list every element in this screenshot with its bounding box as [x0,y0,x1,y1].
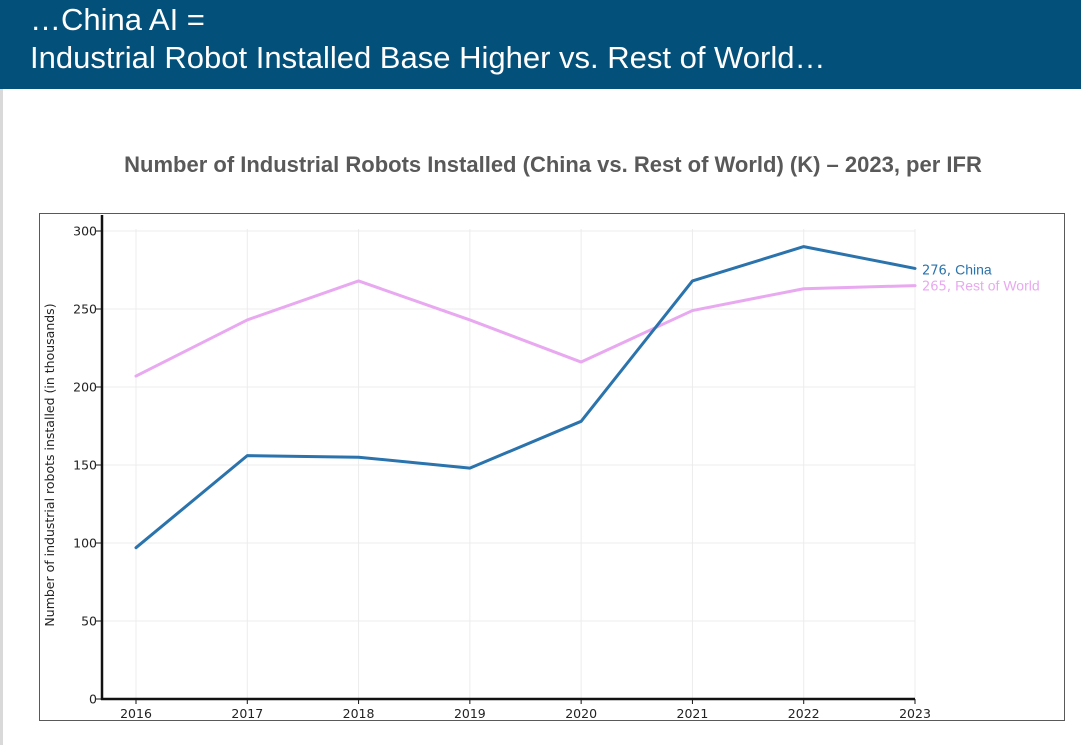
end-label-name-china: China [955,261,992,277]
x-tick-label-2023: 2023 [899,706,931,721]
series-line-rest-of-world [134,279,917,378]
y-tick-label-50: 50 [81,614,97,629]
y-tick-label-200: 200 [73,380,97,395]
end-label-china: 276, China [922,261,992,278]
y-tick-label-0: 0 [89,692,97,707]
x-tick-label-2022: 2022 [788,706,820,721]
slide-title-line-1: …China AI = [30,2,205,37]
end-label-rest-of-world: 265, Rest of World [922,278,1040,295]
y-axis-label: Number of industrial robots installed (i… [42,303,57,626]
x-tick-label-2017: 2017 [231,706,263,721]
x-tick-label-2019: 2019 [454,706,486,721]
y-tick-label-100: 100 [73,536,97,551]
chart-title: Number of Industrial Robots Installed (C… [124,152,982,177]
y-tick-label-150: 150 [73,458,97,473]
slide-left-edge [0,0,3,745]
y-tick-label-300: 300 [73,224,97,239]
x-tick-label-2018: 2018 [343,706,375,721]
end-label-name-rest-of-world: Rest of World [955,278,1040,294]
chart-frame [39,213,1065,721]
slide-header: …China AI = Industrial Robot Installed B… [0,0,1081,89]
x-tick-label-2020: 2020 [565,706,597,721]
x-tick-label-2021: 2021 [677,706,709,721]
slide-title-line-2: Industrial Robot Installed Base Higher v… [30,40,826,75]
y-tick-label-250: 250 [73,302,97,317]
x-tick-label-2016: 2016 [120,706,152,721]
end-label-value-rest-of-world: 265, [922,280,955,295]
end-label-value-china: 276, [922,263,955,278]
series-line-china [134,245,917,550]
